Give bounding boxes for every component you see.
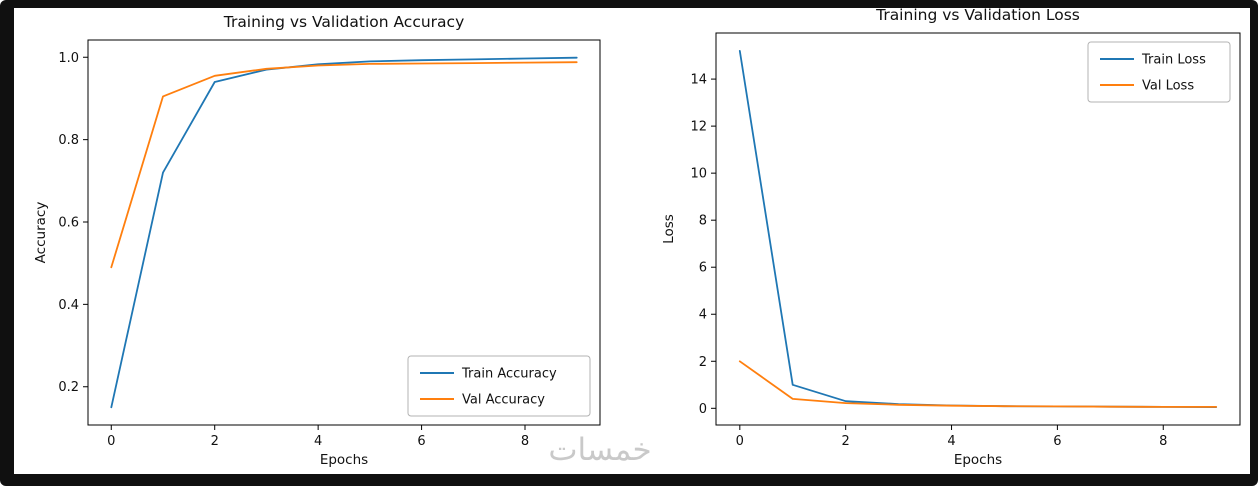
y-tick-label: 8	[699, 214, 707, 229]
y-tick-label: 4	[699, 308, 707, 323]
x-tick-label: 4	[314, 434, 322, 449]
loss-chart: Training vs Validation Loss 0 2 4 6 8 0 2 4 6 8 10 1…	[661, 6, 1241, 468]
legend	[407, 355, 591, 417]
y-tick-label: 12	[690, 120, 707, 135]
series-line	[110, 56, 578, 409]
y-tick-label: 0	[699, 402, 707, 417]
x-tick-label: 6	[1053, 434, 1061, 449]
y-tick-label: 0.2	[58, 380, 79, 395]
x-tick-label: 2	[842, 434, 850, 449]
legend-label: Val Accuracy	[462, 393, 545, 408]
y-tick-label: 2	[699, 355, 707, 370]
y-axis-label: Loss	[661, 214, 677, 244]
legend-label: Train Accuracy	[461, 367, 557, 382]
x-tick-label: 4	[947, 434, 955, 449]
legend	[1087, 41, 1231, 103]
y-tick-label: 10	[690, 167, 707, 182]
series-line	[738, 360, 1218, 408]
x-tick-label: 6	[417, 434, 425, 449]
legend-label: Val Loss	[1142, 79, 1194, 94]
x-tick-label: 2	[211, 434, 219, 449]
accuracy-chart: Training vs Validation Accuracy 0 2 4 6 8 0.2 0…	[33, 13, 601, 468]
x-tick-label: 0	[107, 434, 115, 449]
y-tick-label: 6	[699, 261, 707, 276]
y-tick-label: 0.8	[58, 133, 79, 148]
series-line	[110, 61, 578, 269]
y-axis-label: Accuracy	[33, 202, 49, 264]
y-tick-label: 0.6	[58, 216, 79, 231]
y-tick-label: 1.0	[58, 51, 79, 66]
legend-label: Train Loss	[1141, 53, 1206, 68]
watermark: خمسات	[548, 432, 652, 468]
y-tick-label: 0.4	[58, 298, 79, 313]
x-tick-label: 8	[1159, 434, 1167, 449]
figure-canvas: Training vs Validation Accuracy 0 2 4 6 8 0.2 0…	[14, 6, 1250, 474]
chart-title: Training vs Validation Accuracy	[223, 13, 465, 31]
chart-title: Training vs Validation Loss	[875, 6, 1080, 24]
x-axis-label: Epochs	[954, 452, 1002, 468]
x-tick-label: 0	[736, 434, 744, 449]
y-tick-label: 14	[690, 73, 707, 88]
x-axis-label: Epochs	[320, 452, 368, 468]
x-tick-label: 8	[521, 434, 529, 449]
